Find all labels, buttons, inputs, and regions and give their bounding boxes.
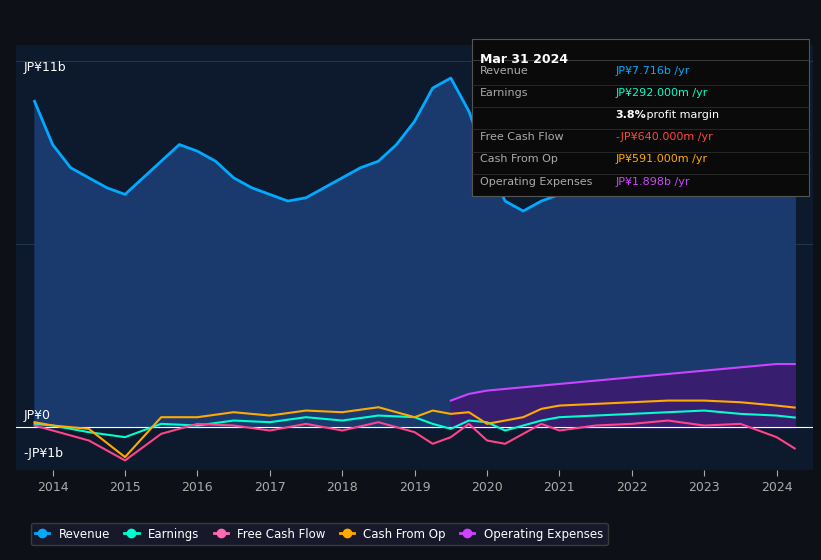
- Text: Operating Expenses: Operating Expenses: [480, 176, 593, 186]
- Text: Cash From Op: Cash From Op: [480, 155, 558, 165]
- Text: Revenue: Revenue: [480, 66, 529, 76]
- Text: 3.8%: 3.8%: [616, 110, 646, 120]
- Text: Free Cash Flow: Free Cash Flow: [480, 132, 564, 142]
- Legend: Revenue, Earnings, Free Cash Flow, Cash From Op, Operating Expenses: Revenue, Earnings, Free Cash Flow, Cash …: [30, 523, 608, 545]
- Text: JP¥11b: JP¥11b: [24, 62, 67, 74]
- Text: JP¥1.898b /yr: JP¥1.898b /yr: [616, 176, 690, 186]
- Text: -JP¥1b: -JP¥1b: [24, 447, 64, 460]
- Text: JP¥0: JP¥0: [24, 409, 51, 422]
- Text: -JP¥640.000m /yr: -JP¥640.000m /yr: [616, 132, 713, 142]
- Text: profit margin: profit margin: [643, 110, 719, 120]
- Text: Earnings: Earnings: [480, 88, 529, 98]
- Text: Mar 31 2024: Mar 31 2024: [480, 53, 568, 66]
- Text: JP¥7.716b /yr: JP¥7.716b /yr: [616, 66, 690, 76]
- Text: JP¥591.000m /yr: JP¥591.000m /yr: [616, 155, 708, 165]
- Text: JP¥292.000m /yr: JP¥292.000m /yr: [616, 88, 709, 98]
